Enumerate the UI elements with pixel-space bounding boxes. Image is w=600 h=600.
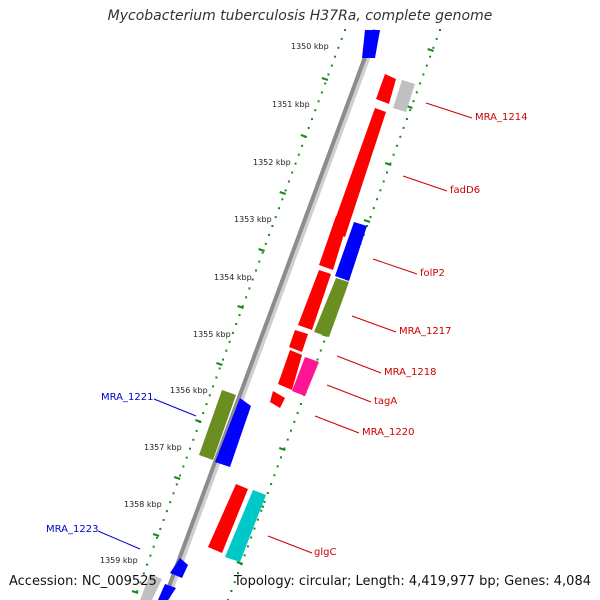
gene-olive-1221 xyxy=(199,390,236,460)
gene-label-MRA_1214: MRA_1214 xyxy=(475,112,527,123)
kbp-label-1352: 1352 kbp xyxy=(253,158,291,167)
gene-label-MRA_1221: MRA_1221 xyxy=(101,392,153,403)
kbp-label-1355: 1355 kbp xyxy=(193,330,231,339)
gene-label-tagA: tagA xyxy=(374,396,397,407)
gene-olive-1217 xyxy=(314,278,349,337)
kbp-label-1357: 1357 kbp xyxy=(144,443,182,452)
kbp-label-1351: 1351 kbp xyxy=(272,100,310,109)
kbp-label-1358: 1358 kbp xyxy=(124,500,162,509)
kbp-label-1354: 1354 kbp xyxy=(214,273,252,282)
leader-MRA_1223 xyxy=(97,530,141,550)
genome-stats-text: Topology: circular; Length: 4,419,977 bp… xyxy=(233,574,591,589)
gene-red-1218 xyxy=(289,330,308,352)
kbp-label-1356: 1356 kbp xyxy=(170,386,208,395)
gene-blue-1221 xyxy=(215,398,251,467)
kbp-label-group: 1350 kbp 1351 kbp 1352 kbp 1353 kbp 1354… xyxy=(100,42,329,565)
accession-text: Accession: NC_009525 xyxy=(9,574,157,589)
gene-label-MRA_1217: MRA_1217 xyxy=(399,326,451,337)
gene-red-1214-arrow xyxy=(376,74,396,104)
kbp-label-1359: 1359 kbp xyxy=(100,556,138,565)
leader-MRA_1217 xyxy=(351,315,397,333)
gene-label-MRA_1223: MRA_1223 xyxy=(46,524,98,535)
gene-red-mid xyxy=(319,216,348,270)
genome-backbone xyxy=(162,29,377,600)
leader-MRA_1214 xyxy=(425,102,473,119)
gene-cyan-glgC xyxy=(225,490,266,562)
gene-red-1217 xyxy=(298,270,331,330)
gene-blue-bottom-b xyxy=(158,584,176,600)
kbp-label-1350: 1350 kbp xyxy=(291,42,329,51)
gene-pink-tagA xyxy=(292,357,319,396)
gene-label-folP2: folP2 xyxy=(420,268,445,279)
leader-MRA_1220 xyxy=(314,415,360,434)
gene-label-MRA_1220: MRA_1220 xyxy=(362,427,414,438)
leader-tagA xyxy=(326,384,372,403)
leader-fadD6 xyxy=(402,175,448,192)
map-title: Mycobacterium tuberculosis H37Ra, comple… xyxy=(107,8,493,24)
inner-tick-track xyxy=(131,29,346,594)
kbp-label-1353: 1353 kbp xyxy=(234,215,272,224)
gene-grey-1214 xyxy=(393,80,415,112)
leader-MRA_1218 xyxy=(336,355,382,374)
gene-grey-bottom xyxy=(140,574,162,600)
gene-blue-top xyxy=(362,30,380,58)
gene-red-1220-arrow xyxy=(270,391,285,408)
gene-red-tagA-arrow xyxy=(278,350,302,390)
gene-label-group: MRA_1214 fadD6 folP2 MRA_1217 MRA_1218 t… xyxy=(46,112,527,558)
leader-glgC xyxy=(267,535,313,554)
gene-label-glgC: glgC xyxy=(314,547,336,558)
label-leader-lines xyxy=(97,102,473,554)
gene-blue-folP2 xyxy=(335,222,367,281)
gene-label-fadD6: fadD6 xyxy=(450,185,480,196)
gene-features xyxy=(140,30,415,600)
gene-label-MRA_1218: MRA_1218 xyxy=(384,367,436,378)
gene-red-fadD6 xyxy=(331,108,386,237)
tick-layer xyxy=(131,29,441,600)
gene-red-glgC xyxy=(208,484,248,553)
gene-blue-bottom-a xyxy=(170,558,188,578)
leader-MRA_1221 xyxy=(153,398,197,417)
leader-folP2 xyxy=(372,258,418,275)
